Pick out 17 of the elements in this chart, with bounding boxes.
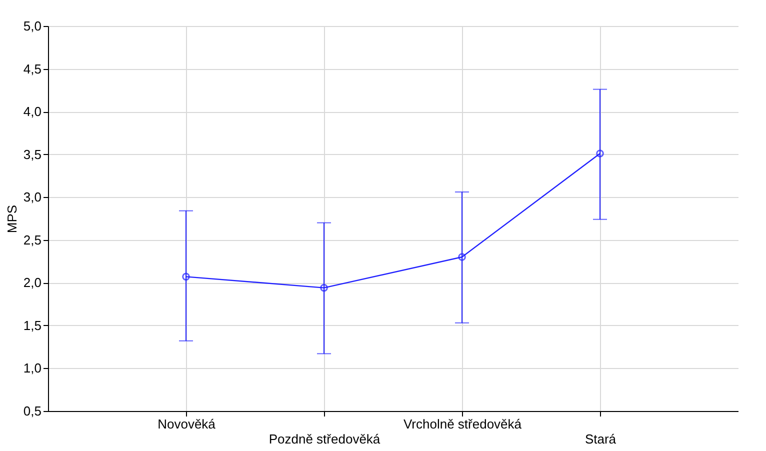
y-tick-label: 4,5: [23, 61, 42, 76]
y-tick-label: 2,0: [23, 275, 42, 290]
y-tick-label: 3,0: [23, 190, 42, 205]
y-tick-label: 4,0: [23, 104, 42, 120]
point: [320, 284, 328, 292]
x-tick-label: Stará: [584, 432, 617, 446]
x-tick-label: Vrcholně středověká: [403, 416, 522, 432]
y-tick-label: 1,0: [23, 360, 42, 376]
y-tick-label: 0,5: [23, 404, 42, 418]
y-tick-label: 1,5: [23, 318, 42, 333]
x-tick-label: Pozdně středověká: [268, 432, 381, 446]
y-tick-label: 5,0: [23, 18, 42, 34]
x-tick-label: Novověká: [158, 416, 216, 432]
y-axis-title: MPS: [4, 204, 20, 234]
y-tick-label: 2,5: [23, 232, 42, 248]
y-tick-label: 3,5: [23, 146, 42, 162]
point: [458, 253, 466, 261]
